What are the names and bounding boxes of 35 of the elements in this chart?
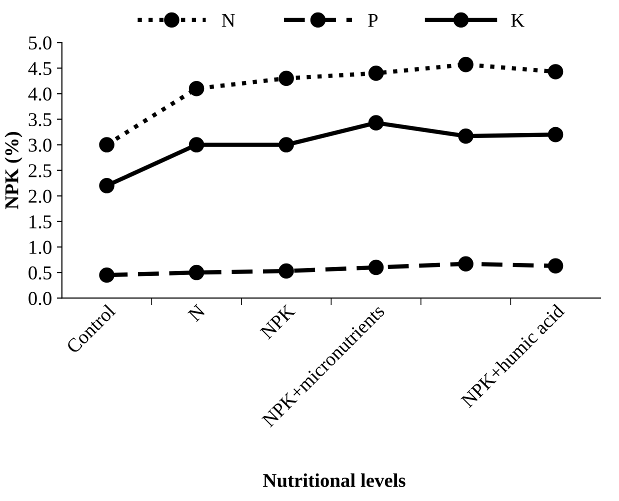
point [368,115,384,130]
point [188,80,204,96]
y-tick-label: 3.5 [28,113,52,126]
y-tick-label: 0.0 [28,292,52,306]
x-axis-title: Nutritional levels [263,473,406,488]
point [188,137,204,152]
point [548,64,564,80]
point [548,126,564,142]
y-tick-label: 3.0 [28,138,52,152]
legend-label: P [368,14,378,27]
y-axis-title: NPK (%) [4,132,22,210]
legend-label: N [222,14,235,27]
y-tick-label: 0.5 [28,266,52,280]
y-tick-label: 2.0 [28,190,52,203]
point [99,137,114,152]
point [278,263,294,279]
y-tick-label: 5.0 [29,36,52,50]
point [278,137,294,152]
point [458,256,474,272]
point [188,264,204,280]
point [278,70,294,86]
point [99,267,114,283]
legend-label: K [511,14,524,27]
y-tick-label: 1.5 [30,215,52,228]
point [368,260,384,276]
y-tick-label: 1.0 [30,240,52,254]
y-tick-label: 4.0 [28,88,52,101]
point [368,66,384,81]
x-tick-label: N [188,304,206,322]
point [99,178,114,194]
y-tick-label: 2.5 [28,164,52,178]
point [458,128,474,144]
y-tick-label: 4.5 [28,62,52,76]
point [458,56,474,72]
point [548,258,564,274]
